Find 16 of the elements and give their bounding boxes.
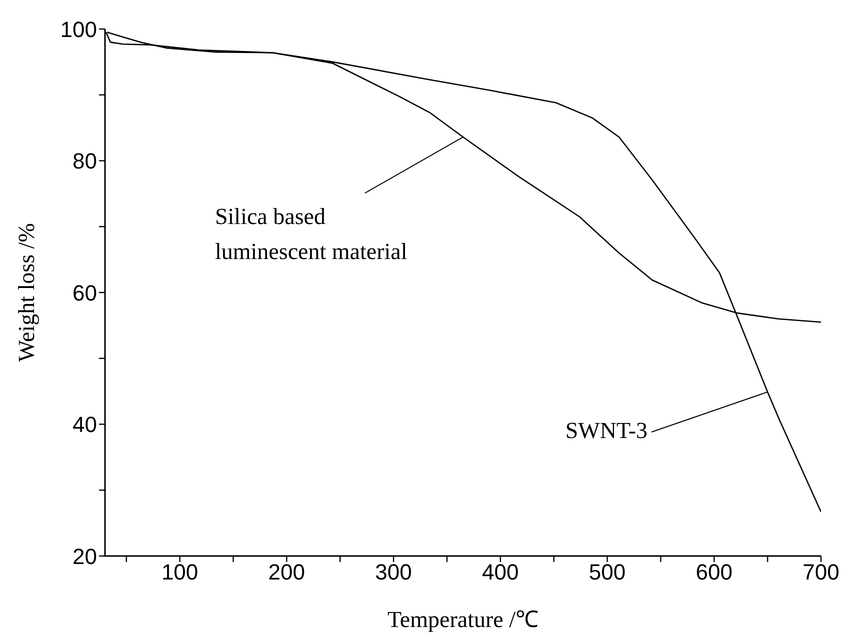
y-tick-label: 100 [60,16,97,42]
y-tick-label: 80 [72,148,97,174]
y-tick-label: 60 [72,280,97,306]
x-axis-title: Temperature /℃ [387,607,539,632]
y-tick-label: 40 [72,412,97,438]
x-tick-label: 400 [482,560,519,585]
annotation: Silica based luminescent material [215,204,408,264]
x-tick-label: 600 [696,560,732,585]
x-tick-label: 700 [802,560,840,585]
annotation: SWNT-3 [565,418,648,443]
x-tick-label: 300 [375,560,412,585]
x-tick-label: 500 [588,560,626,585]
y-axis-title: Weight loss /% [14,223,39,362]
y-tick-label: 20 [72,544,97,569]
x-tick-label: 100 [161,560,198,585]
x-tick-label: 200 [268,560,306,585]
